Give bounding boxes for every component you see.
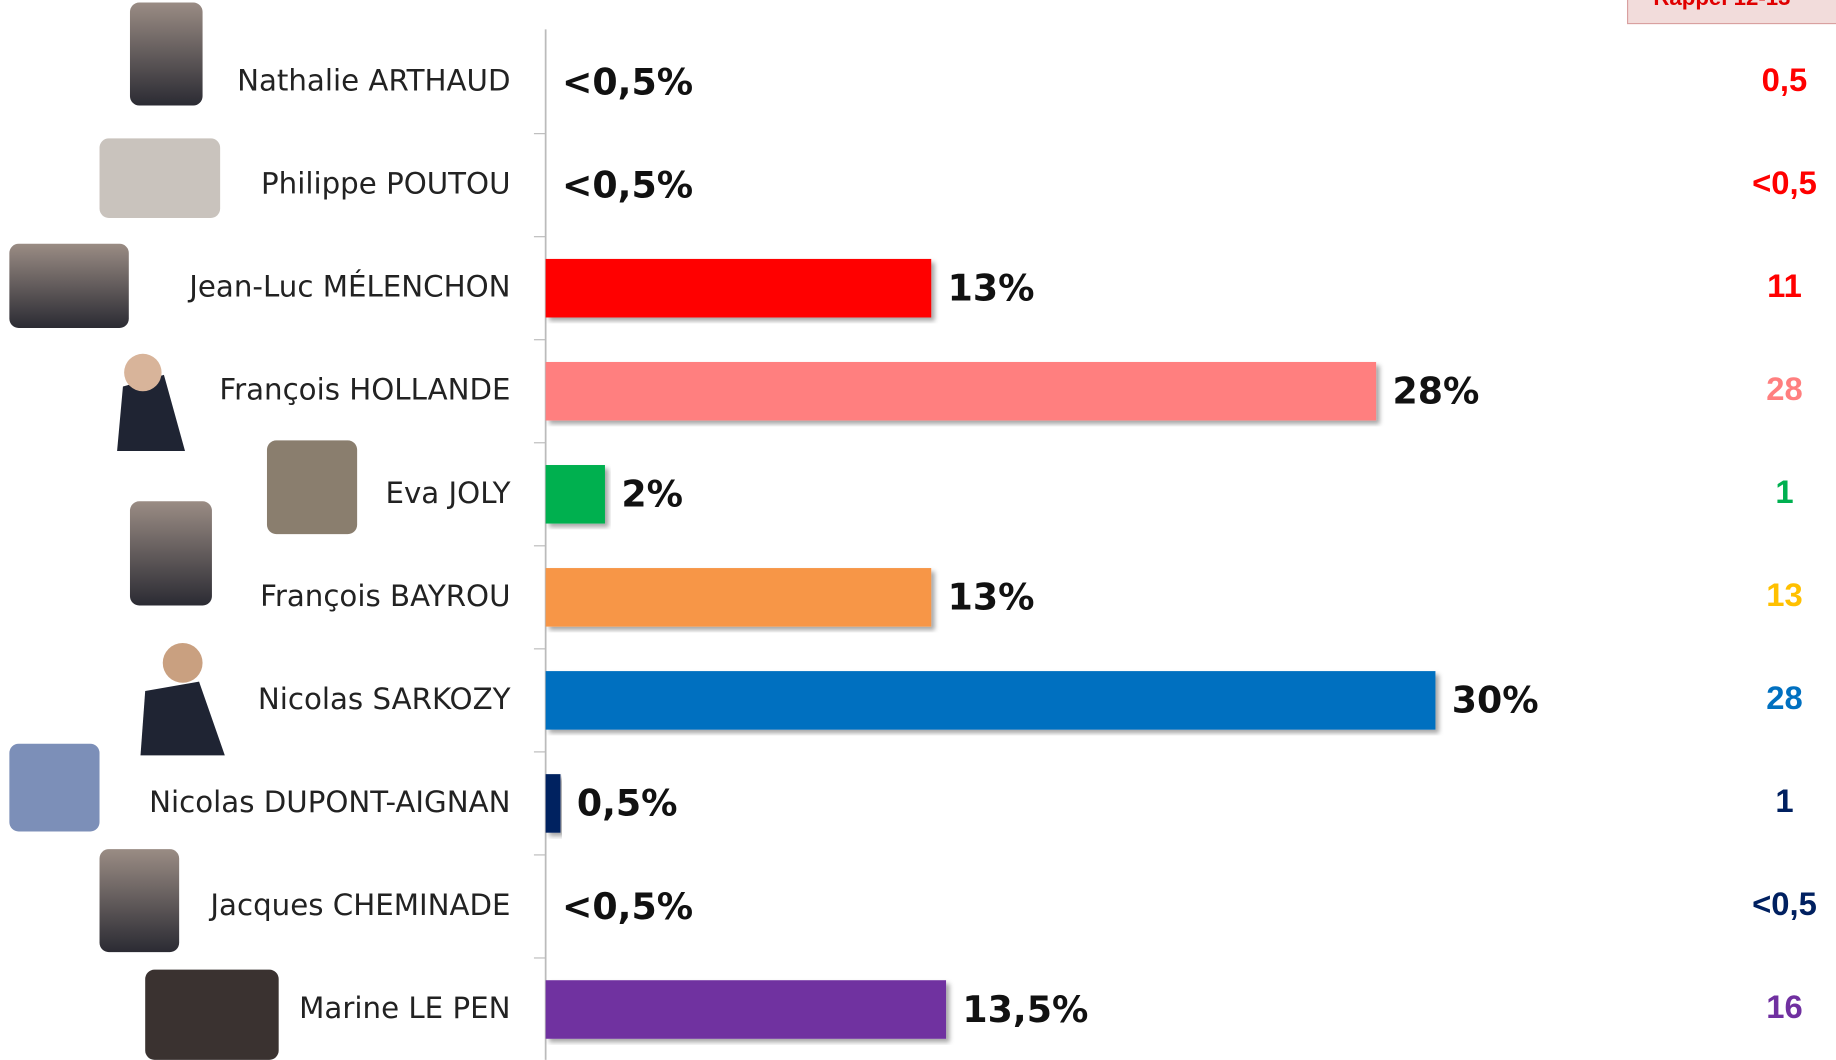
category-label: Nathalie ARTHAUD (237, 64, 510, 98)
photo (140, 681, 225, 756)
bar (545, 980, 947, 1039)
photo (129, 2, 203, 106)
bar (545, 361, 1377, 421)
previous-value: 28 (1766, 370, 1802, 407)
value-label: <0,5% (562, 164, 693, 207)
category-label: François HOLLANDE (219, 373, 510, 407)
bar (545, 258, 932, 318)
value-label: 13,5% (962, 988, 1088, 1031)
value-label: 28% (1393, 370, 1480, 413)
photo (9, 743, 100, 832)
photo (124, 353, 162, 392)
header-title: Rappel 12-13 (1653, 0, 1790, 10)
photo (117, 374, 186, 451)
bar (545, 465, 605, 524)
photo (99, 138, 221, 218)
previous-value: 0,5 (1762, 61, 1808, 98)
header-box (1626, 0, 1836, 25)
photo (266, 440, 358, 535)
previous-value: 11 (1767, 267, 1802, 304)
photos (9, 2, 358, 1060)
value-label: 13% (948, 576, 1035, 619)
photo (99, 849, 180, 953)
category-label: François BAYROU (260, 579, 510, 613)
photo (129, 501, 212, 606)
photo (9, 243, 129, 329)
value-label: 30% (1452, 679, 1539, 722)
previous-value: 1 (1775, 782, 1793, 819)
photo (145, 969, 279, 1060)
category-label: Nicolas DUPONT-AIGNAN (149, 785, 510, 819)
previous-value: 16 (1766, 988, 1802, 1025)
bar (545, 774, 561, 833)
previous-value: <0,5 (1752, 164, 1817, 201)
value-label: <0,5% (562, 60, 693, 103)
bar (545, 671, 1436, 730)
category-label: Eva JOLY (386, 476, 511, 510)
bar (545, 568, 932, 627)
value-label: 13% (948, 267, 1035, 310)
category-label: Nicolas SARKOZY (258, 682, 511, 716)
previous-value: 28 (1766, 679, 1802, 716)
value-label: <0,5% (562, 885, 693, 928)
category-label: Jacques CHEMINADE (208, 888, 510, 922)
photo (162, 642, 203, 683)
previous-value: 1 (1775, 473, 1793, 510)
category-label: Philippe POUTOU (261, 167, 511, 201)
category-label: Marine LE PEN (299, 991, 510, 1025)
category-label: Jean-Luc MÉLENCHON (187, 269, 510, 304)
value-label: 0,5% (577, 782, 678, 825)
previous-value: 13 (1766, 576, 1802, 613)
value-label: 2% (621, 473, 683, 516)
previous-value: <0,5 (1752, 885, 1817, 922)
